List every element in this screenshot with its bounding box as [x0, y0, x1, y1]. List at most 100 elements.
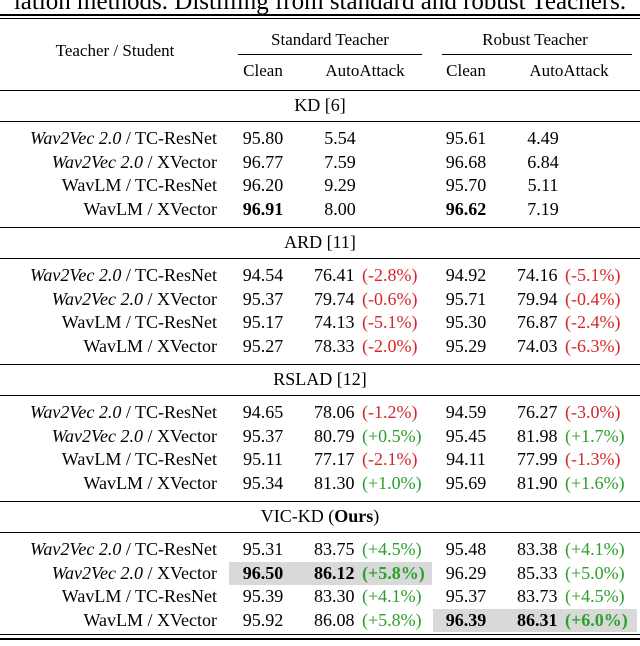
row-label: Wav2Vec 2.0 / XVector: [0, 425, 217, 447]
cell-std-clean: 95.11: [243, 449, 283, 469]
section-title: ARD [11]: [284, 231, 356, 253]
cell-rob-autoattack: 76.27: [517, 402, 558, 422]
row-teacher: WavLM: [61, 449, 122, 469]
cell-rob-delta: (-3.0%): [565, 402, 621, 422]
top-rule-2: [0, 18, 640, 19]
cell-rob-autoattack: 74.16: [517, 265, 558, 285]
section-rule: [0, 501, 640, 502]
cell-std-clean: 96.91: [242, 198, 284, 219]
cell-std-autoattack: 74.13: [314, 312, 355, 332]
cell-rob-clean: 95.29: [445, 335, 487, 356]
cell-std-delta: (+5.8%): [362, 562, 425, 583]
row-separator: /: [121, 128, 136, 148]
cell-std-clean: 94.65: [242, 402, 284, 422]
row-separator: /: [121, 175, 136, 195]
row-separator: /: [143, 198, 158, 219]
cell-std-clean: 96.77: [242, 151, 284, 172]
cell-rob-autoattack: 74.03: [517, 335, 558, 356]
bottom-rule-1: [0, 634, 640, 635]
cell-rob-clean: 95.71: [445, 288, 487, 309]
cell-rob-delta: (-6.3%): [565, 335, 621, 356]
section-subrule: [0, 395, 640, 396]
row-student: TC-ResNet: [135, 128, 217, 148]
row-student: XVector: [157, 335, 217, 356]
row-student: TC-ResNet: [135, 175, 217, 195]
header-robust-teacher: Robust Teacher: [482, 30, 588, 49]
section-subrule: [0, 532, 640, 533]
cell-rob-autoattack: 76.87: [517, 312, 558, 332]
cell-rob-delta: (+6.0%): [565, 609, 628, 630]
cell-rob-clean: 96.29: [445, 562, 487, 583]
row-teacher: Wav2Vec 2.0: [51, 562, 143, 583]
cell-rob-autoattack: 85.33: [517, 562, 558, 583]
cell-std-delta: (+1.0%): [362, 472, 422, 493]
row-label: Wav2Vec 2.0 / TC-ResNet: [0, 264, 217, 286]
cell-rob-autoattack: 81.90: [517, 472, 558, 493]
cell-std-autoattack: 81.30: [314, 472, 355, 493]
cell-std-autoattack: 76.41: [314, 265, 355, 285]
section-title-bold: Ours: [334, 506, 374, 526]
row-label: WavLM / TC-ResNet: [0, 174, 217, 196]
cell-rob-autoattack: 83.73: [517, 586, 558, 606]
row-teacher: Wav2Vec 2.0: [30, 128, 122, 148]
row-teacher: WavLM: [61, 312, 122, 332]
cell-rob-autoattack: 5.11: [527, 175, 559, 195]
row-teacher: Wav2Vec 2.0: [30, 402, 122, 422]
cell-std-delta: (-2.0%): [362, 335, 418, 356]
row-teacher: Wav2Vec 2.0: [30, 539, 122, 559]
row-teacher: Wav2Vec 2.0: [30, 265, 122, 285]
row-student: XVector: [157, 609, 217, 630]
section-title-text: ARD [11]: [284, 232, 356, 252]
row-label: WavLM / XVector: [0, 335, 217, 357]
row-teacher: WavLM: [83, 335, 143, 356]
cell-rob-autoattack: 77.99: [517, 449, 558, 469]
section-rule: [0, 364, 640, 365]
cell-std-clean: 95.80: [242, 128, 284, 148]
cell-rob-delta: (-2.4%): [565, 312, 621, 332]
row-teacher: Wav2Vec 2.0: [51, 425, 143, 446]
row-separator: /: [143, 288, 158, 309]
cell-rob-clean: 95.48: [445, 539, 487, 559]
section-rule: [0, 90, 640, 91]
table-caption: lation methods. Distilling from standard…: [13, 0, 627, 15]
row-label: Wav2Vec 2.0 / TC-ResNet: [0, 538, 217, 560]
row-label: Wav2Vec 2.0 / XVector: [0, 562, 217, 584]
row-separator: /: [121, 265, 136, 285]
cell-std-autoattack: 7.59: [324, 151, 356, 172]
row-label: WavLM / TC-ResNet: [0, 585, 217, 607]
cell-rob-clean: 96.39: [445, 609, 487, 630]
cell-rob-delta: (+4.5%): [565, 586, 625, 606]
row-separator: /: [121, 449, 136, 469]
row-label: WavLM / XVector: [0, 609, 217, 631]
cell-std-autoattack: 78.06: [314, 402, 355, 422]
cell-rob-clean: 95.30: [445, 312, 487, 332]
header-standard-underline: [238, 54, 422, 55]
cell-std-delta: (-2.8%): [362, 265, 418, 285]
header-standard-teacher: Standard Teacher: [271, 30, 389, 49]
row-student: XVector: [157, 288, 217, 309]
section-rule: [0, 227, 640, 228]
cell-std-autoattack: 83.30: [314, 586, 355, 606]
cell-rob-delta: (-1.3%): [565, 449, 621, 469]
cell-std-delta: (-1.2%): [362, 402, 418, 422]
cell-rob-autoattack: 6.84: [527, 151, 559, 172]
row-student: TC-ResNet: [135, 265, 217, 285]
row-separator: /: [143, 562, 158, 583]
cell-std-delta: (+5.8%): [362, 609, 422, 630]
cell-rob-autoattack: 86.31: [517, 609, 558, 630]
row-label: WavLM / TC-ResNet: [0, 311, 217, 333]
top-rule-1: [0, 14, 640, 16]
cell-std-clean: 96.50: [242, 562, 284, 583]
section-title: KD [6]: [294, 94, 346, 116]
highlight-cell: [229, 561, 432, 585]
row-label: WavLM / XVector: [0, 198, 217, 220]
row-teacher: Wav2Vec 2.0: [51, 151, 143, 172]
row-teacher: WavLM: [83, 198, 143, 219]
row-separator: /: [143, 425, 158, 446]
cell-std-autoattack: 8.00: [324, 198, 356, 219]
row-label: Wav2Vec 2.0 / XVector: [0, 288, 217, 310]
row-separator: /: [143, 609, 158, 630]
cell-rob-clean: 96.62: [445, 198, 487, 219]
cell-std-clean: 95.37: [242, 425, 284, 446]
cell-std-autoattack: 80.79: [314, 425, 355, 446]
